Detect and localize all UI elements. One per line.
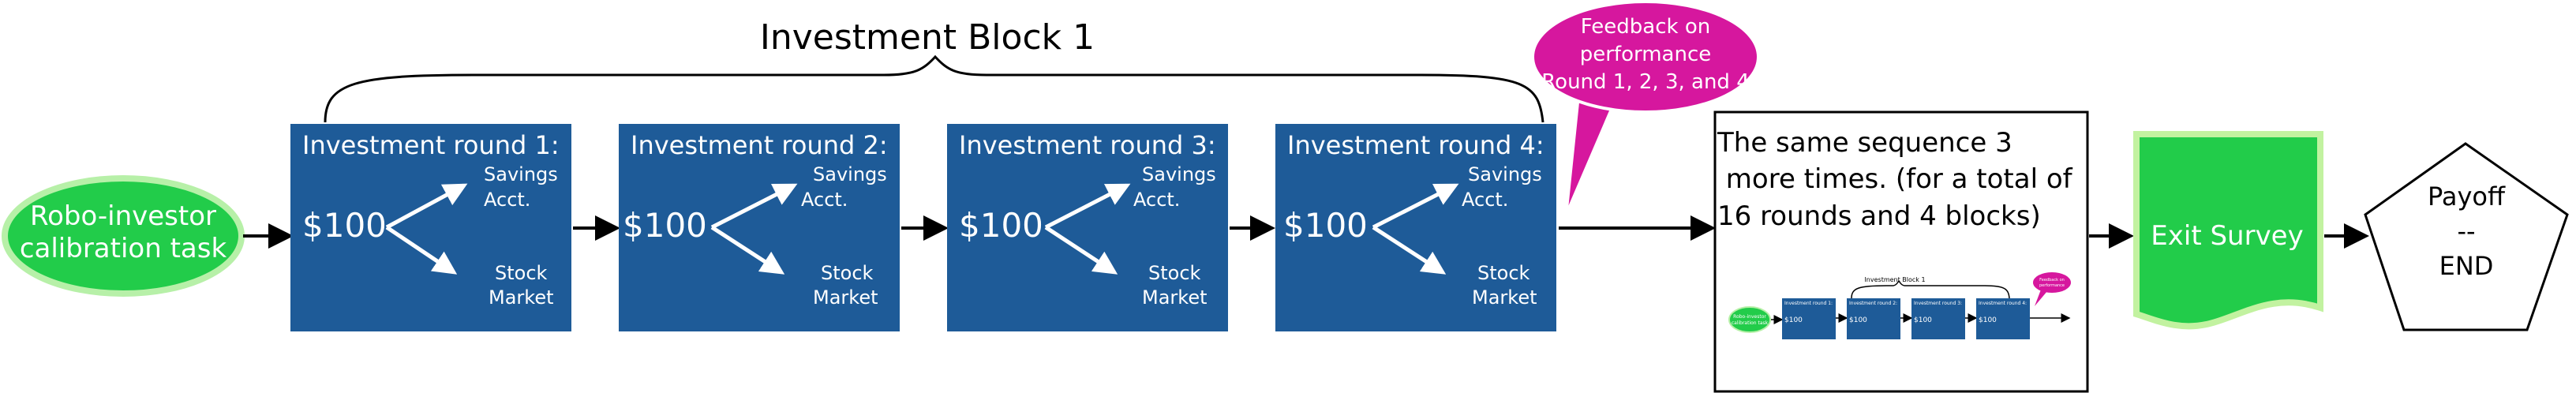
savings-label-2: Acct. — [1133, 189, 1180, 211]
savings-label-2: Acct. — [484, 189, 530, 211]
savings-arrow — [385, 183, 468, 230]
stock-label-2: Market — [813, 286, 878, 309]
savings-label: Savings — [484, 163, 558, 185]
round-title: Investment round 2: — [631, 130, 888, 160]
round-title: Investment round 1: — [302, 130, 560, 160]
thumb-round-3: Investment round 3: $100 — [1911, 298, 1965, 339]
savings-label: Savings — [813, 163, 887, 185]
stock-arrow — [710, 225, 785, 275]
savings-label-2: Acct. — [801, 189, 848, 211]
thumb-round-title: Investment round 3: — [1914, 301, 1962, 306]
thumb-feedback-line1: Feedback on — [2039, 278, 2065, 283]
stock-label-2: Market — [1472, 286, 1537, 309]
repeat-line3: 16 rounds and 4 blocks) — [1717, 200, 2041, 232]
savings-arrow — [710, 183, 798, 230]
thumb-block-title: Investment Block 1 — [1864, 276, 1925, 283]
round-box-1: Investment round 1: $100 Savings Acct. S… — [290, 124, 571, 331]
thumb-round-amount: $100 — [1979, 316, 1997, 324]
start-node-line1: Robo-investor — [30, 200, 216, 232]
feedback-line1: Feedback on — [1581, 15, 1710, 39]
thumb-start-node — [1728, 306, 1771, 333]
thumb-round-amount: $100 — [1914, 316, 1932, 324]
round-title: Investment round 4: — [1287, 130, 1544, 160]
thumb-round-title: Investment round 1: — [1784, 301, 1833, 306]
feedback-bubble: Feedback on performance Round 1, 2, 3, a… — [1531, 0, 1760, 214]
stock-label: Stock — [821, 262, 874, 284]
repeat-line1: The same sequence 3 — [1717, 127, 2012, 159]
thumb-round-title: Investment round 2: — [1849, 301, 1897, 306]
round-box-4: Investment round 4: $100 Savings Acct. S… — [1275, 124, 1556, 331]
exit-survey-label: Exit Survey — [2151, 220, 2303, 252]
savings-arrow — [1372, 183, 1459, 230]
round-amount: $100 — [959, 206, 1043, 245]
repeat-box: The same sequence 3 more times. (for a t… — [1713, 110, 2089, 393]
stock-arrow — [1372, 225, 1447, 275]
repeat-line2: more times. (for a total of — [1717, 163, 2073, 195]
block-title: Investment Block 1 — [760, 17, 1095, 58]
stock-arrow — [1044, 225, 1118, 275]
start-node: Robo-investor calibration task — [2, 175, 245, 297]
round-box-3: Investment round 3: $100 Savings Acct. S… — [947, 124, 1228, 331]
feedback-line2: performance — [1580, 43, 1712, 66]
thumb-round-amount: $100 — [1849, 316, 1867, 324]
exit-survey-node: Exit Survey — [2133, 131, 2323, 330]
start-node-line2: calibration task — [20, 233, 227, 264]
end-line2: -- — [2457, 216, 2475, 246]
end-node: Payoff -- END — [2364, 142, 2569, 331]
thumb-round-1: Investment round 1: $100 — [1782, 298, 1836, 339]
stock-label-2: Market — [489, 286, 554, 309]
savings-label: Savings — [1468, 163, 1542, 185]
thumb-start-line1: Robo-investor — [1733, 314, 1766, 320]
round-amount: $100 — [623, 206, 707, 245]
stock-label: Stock — [495, 262, 548, 284]
round-box-2: Investment round 2: $100 Savings Acct. S… — [619, 124, 900, 331]
block-brace — [324, 54, 1544, 123]
thumb-round-title: Investment round 4: — [1979, 301, 2027, 306]
stock-label: Stock — [1148, 262, 1201, 284]
stock-arrow — [385, 225, 458, 275]
round-title: Investment round 3: — [959, 130, 1216, 160]
thumb-round-4: Investment round 4: $100 — [1976, 298, 2030, 339]
round-amount: $100 — [1283, 206, 1368, 245]
savings-arrow — [1044, 183, 1131, 230]
feedback-line3: Round 1, 2, 3, and 4 — [1541, 70, 1749, 94]
thumb-round-amount: $100 — [1784, 316, 1803, 324]
stock-label-2: Market — [1142, 286, 1208, 309]
thumb-feedback-bubble: Feedback on performance — [2033, 272, 2071, 306]
end-line1: Payoff — [2428, 182, 2506, 211]
savings-label: Savings — [1142, 163, 1216, 185]
savings-label-2: Acct. — [1462, 189, 1508, 211]
thumb-feedback-line2: performance — [2039, 283, 2065, 288]
thumb-start-line2: calibration task — [1732, 320, 1769, 326]
round-amount: $100 — [302, 206, 387, 245]
thumb-round-2: Investment round 2: $100 — [1847, 298, 1900, 339]
thumb-brace — [1851, 279, 2010, 299]
sequence-thumbnail: Investment Block 1 Robo-investor calibra… — [1728, 272, 2071, 339]
end-line3: END — [2439, 251, 2494, 281]
stock-label: Stock — [1477, 262, 1530, 284]
